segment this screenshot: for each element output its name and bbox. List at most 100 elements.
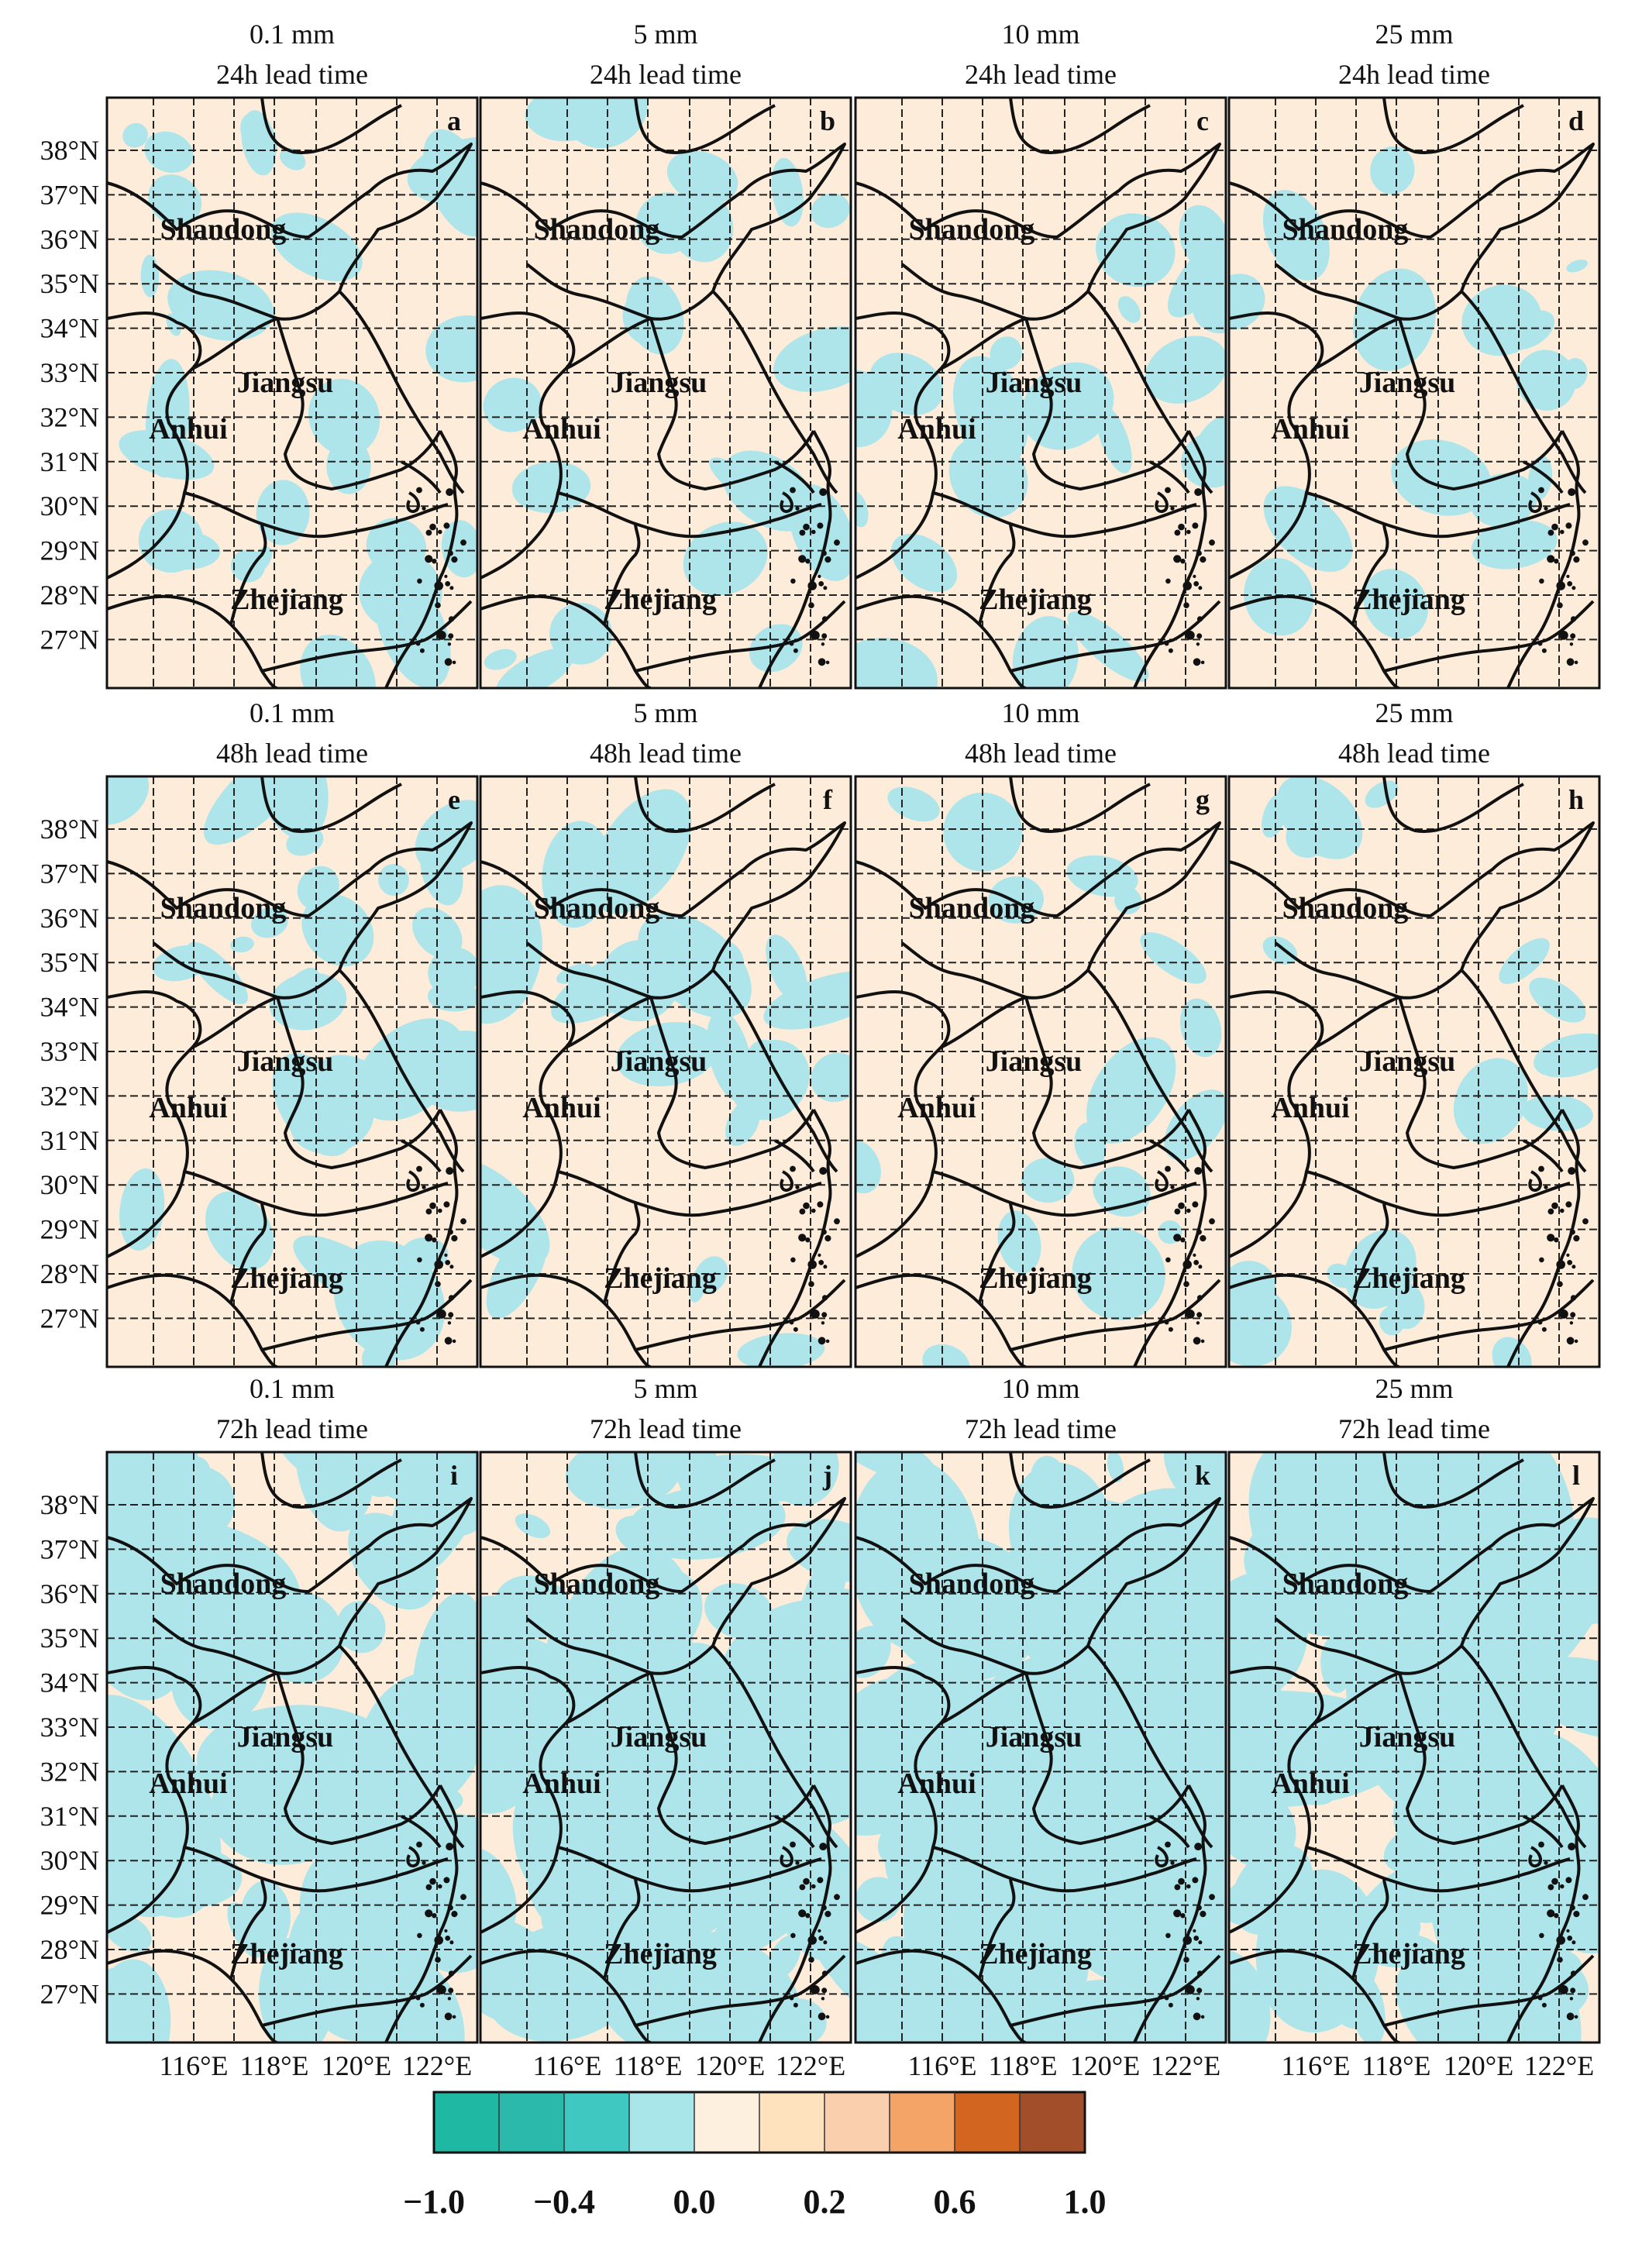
island-dot	[818, 581, 824, 587]
boundary-line	[711, 1644, 838, 1849]
negative-area-blob	[773, 326, 851, 392]
negative-area-blob	[480, 1650, 639, 1801]
boundary-line	[635, 600, 846, 673]
boundary-line	[338, 290, 465, 494]
latitude-label: 34°N	[40, 1667, 99, 1698]
negative-area-blob	[378, 864, 409, 897]
map-panel-k: 10 mm 72h lead time Shandong Jiangsu Anhui Zh…	[854, 1373, 1227, 2044]
boundary-line	[1398, 318, 1564, 490]
boundary-line	[1010, 600, 1221, 673]
island-dot	[435, 1281, 441, 1287]
boundary-line	[1149, 1139, 1190, 1173]
boundary-line	[229, 1877, 267, 1980]
panel-lead-time-label: 48h lead time	[965, 738, 1117, 769]
island-dot	[1547, 1909, 1555, 1918]
negative-area-blob	[1327, 1263, 1355, 1289]
island-dot	[445, 1260, 451, 1265]
island-dot	[821, 1997, 825, 2001]
boundary-line	[774, 1815, 815, 1849]
negative-area-blob	[495, 648, 574, 688]
lat-lon-grid	[480, 1452, 851, 2043]
island-dot	[808, 602, 814, 608]
island-dot	[429, 1877, 436, 1885]
island-dot	[803, 1877, 810, 1885]
panel-letter: i	[450, 1460, 458, 1491]
latitude-label: 32°N	[40, 1756, 99, 1787]
boundary-line	[1506, 1109, 1581, 1367]
island-dot	[805, 1913, 811, 1919]
boundary-line	[1010, 1954, 1221, 2027]
negative-area-blob	[256, 480, 310, 545]
province-label-shandong: Shandong	[909, 892, 1035, 924]
island-dot	[446, 488, 454, 497]
island-dot	[1557, 1957, 1563, 1963]
negative-area-blob	[107, 1959, 171, 2043]
island-dot	[1547, 1208, 1554, 1215]
boundary-line	[635, 1279, 846, 1351]
province-label-shandong: Shandong	[1282, 892, 1409, 924]
panel-frame	[854, 96, 1227, 690]
island-dot	[435, 1957, 441, 1963]
panel-lead-time-label: 72h lead time	[216, 1413, 368, 1444]
boundary-line	[480, 1666, 576, 1934]
negative-area-blob	[1148, 1544, 1175, 1571]
island-dot	[1165, 1165, 1171, 1172]
negative-area-blob	[286, 827, 324, 856]
negative-area-blob	[541, 1895, 597, 1950]
negative-area-blob	[1068, 1916, 1123, 1970]
panel-frame	[1227, 775, 1601, 1368]
province-boundaries	[107, 1452, 473, 2043]
island-dot	[1574, 2015, 1578, 2019]
negative-area-blob	[1012, 616, 1079, 688]
island-dot	[425, 1234, 433, 1242]
island-dot	[811, 529, 816, 535]
latitude-label: 38°N	[40, 814, 99, 845]
panel-frame	[105, 96, 479, 690]
island-dot	[435, 602, 441, 608]
island-dot	[824, 556, 831, 563]
boundary-line	[1528, 491, 1542, 514]
longitude-label: 122°E	[776, 2050, 845, 2081]
panel-threshold-label: 0.1 mm	[250, 1373, 335, 1404]
negative-area-blob	[427, 981, 477, 1012]
island-dot	[1570, 1295, 1577, 1301]
island-dot	[1570, 1988, 1576, 1994]
island-dot	[1196, 1905, 1202, 1911]
colorbar-swatch	[1020, 2092, 1086, 2153]
island-dot	[448, 1295, 455, 1301]
negative-area-blob	[298, 1834, 445, 2042]
boundary-line	[758, 430, 832, 688]
island-dot	[1557, 1281, 1563, 1287]
island-dot	[811, 631, 820, 640]
island-dot	[1570, 633, 1576, 639]
negative-area-blob	[922, 1344, 970, 1367]
island-dot	[1164, 1320, 1169, 1325]
boundary-line	[276, 318, 442, 490]
map-panel-f: 5 mm 48h lead time Shandong Jiangsu Anhui Zhe…	[479, 697, 852, 1368]
boundary-line	[603, 523, 641, 625]
boundary-line	[1306, 1846, 1571, 1893]
island-dot	[415, 1320, 421, 1325]
island-dot	[1556, 581, 1565, 590]
boundary-line	[1382, 98, 1524, 154]
island-dot	[1193, 658, 1201, 666]
colorbar-swatch	[499, 2092, 565, 2153]
island-dot	[1196, 1295, 1203, 1301]
island-dot	[1196, 1229, 1202, 1235]
island-dot	[823, 1265, 828, 1269]
island-dot	[805, 1237, 811, 1243]
latitude-label: 29°N	[40, 1890, 99, 1921]
island-dot	[443, 1877, 450, 1884]
island-dot	[417, 578, 422, 584]
island-dot	[1200, 1339, 1205, 1344]
province-label-anhui: Anhui	[522, 1092, 601, 1124]
island-dot	[425, 1884, 432, 1891]
island-dot	[416, 1165, 422, 1172]
negative-area-blob	[1074, 1122, 1107, 1168]
negative-area-blob	[138, 508, 204, 573]
island-dot	[817, 1201, 824, 1208]
negative-area-blob	[489, 910, 538, 960]
boundary-line	[107, 1666, 202, 1934]
boundary-line	[855, 1949, 1027, 2043]
longitude-label: 118°E	[988, 2050, 1057, 2081]
